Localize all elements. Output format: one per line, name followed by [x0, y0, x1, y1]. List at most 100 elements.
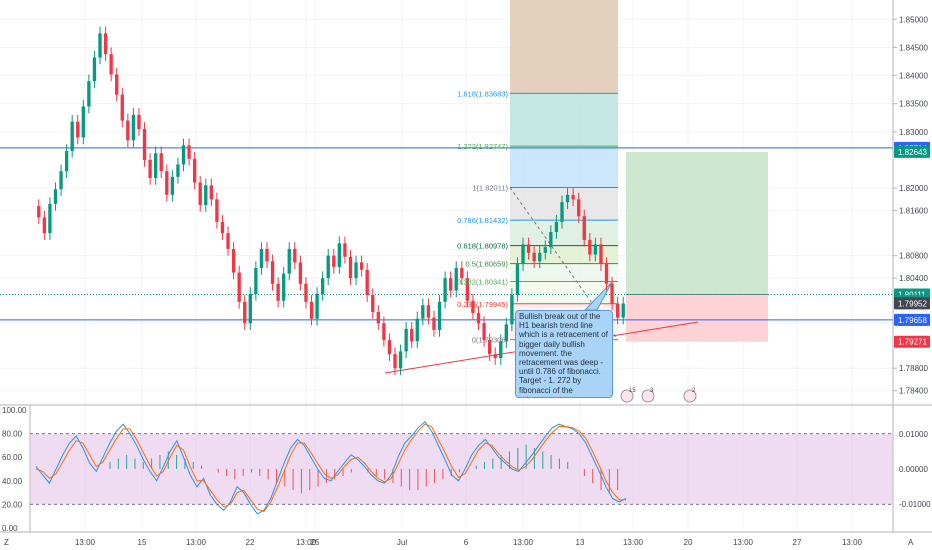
time-tick-label[interactable]: 13:00: [623, 538, 644, 547]
candle-body: [265, 248, 269, 262]
candle-body: [526, 244, 531, 253]
candle-body: [115, 74, 119, 95]
candle-body: [70, 121, 74, 151]
time-tick-label[interactable]: 15: [138, 538, 147, 547]
time-tick-label[interactable]: 13:00: [75, 538, 96, 547]
candle-body: [348, 256, 353, 279]
auto-scale-corner-label[interactable]: A: [908, 538, 914, 547]
candle-body: [443, 278, 447, 302]
price-tag-label: 1.79271: [898, 338, 927, 347]
time-tick-label[interactable]: 13:00: [296, 538, 317, 547]
candle-body: [81, 106, 85, 138]
candle-body: [309, 301, 314, 319]
candle-body: [64, 150, 69, 172]
fib-level-label: 0(1.79306): [472, 336, 509, 345]
timezone-corner-label[interactable]: Z: [4, 538, 9, 547]
time-tick-label[interactable]: 20: [684, 538, 693, 547]
price-tick-label[interactable]: 1.82000: [899, 184, 928, 193]
time-tick-label[interactable]: 22: [246, 538, 255, 547]
candle-body: [359, 262, 364, 270]
price-tag-bg: [894, 145, 930, 158]
price-tag-label: 1.80111: [898, 290, 926, 299]
price-tick-label[interactable]: 1.78400: [899, 387, 928, 396]
candle-body: [593, 244, 598, 255]
time-tick-label[interactable]: 27: [793, 538, 802, 547]
candle-body: [137, 114, 141, 130]
event-badge[interactable]: [620, 389, 634, 403]
candle-body: [170, 176, 175, 195]
long-position-profit-zone[interactable]: [626, 151, 768, 295]
osc-right-ticks: 0.01000 0.00000 -0.01000: [899, 430, 931, 509]
candle-body: [521, 244, 525, 265]
candle-body: [326, 255, 330, 279]
horizontal-lines[interactable]: [0, 147, 893, 321]
candle-body: [449, 278, 453, 291]
time-tick-label[interactable]: 13:00: [513, 538, 534, 547]
fib-level-label: 0.786(1.81432): [457, 216, 508, 225]
fib-diagonal: [509, 187, 619, 341]
fib-zone: [510, 263, 618, 282]
time-tick-label[interactable]: 25: [311, 538, 320, 547]
price-tick-label[interactable]: 1.84000: [899, 72, 928, 81]
candle-body: [538, 252, 542, 262]
price-tick-label[interactable]: 1.83000: [899, 128, 928, 137]
candle-body: [59, 171, 63, 190]
candle-body: [610, 283, 614, 304]
stoch-k-line: [35, 421, 627, 515]
annotation-callout[interactable]: Bullish break out of the H1 bearish tren…: [515, 310, 613, 398]
event-badge[interactable]: [641, 389, 655, 403]
price-tag-label: 1.79658: [898, 316, 927, 325]
fib-level-label: 1(1.82011): [472, 183, 508, 192]
price-tick-label[interactable]: 1.84500: [899, 43, 928, 52]
candle-body: [382, 323, 386, 341]
price-tag-bg: [894, 297, 930, 310]
candle-body: [354, 262, 358, 279]
time-tick-label[interactable]: Jul: [397, 538, 407, 547]
event-badges[interactable]: 15 3 2: [620, 388, 697, 403]
price-tick-label[interactable]: 1.85000: [899, 15, 928, 24]
price-tick-label[interactable]: 1.81600: [899, 207, 928, 216]
candle-body: [304, 283, 308, 302]
price-tag: 1.79658: [894, 313, 930, 326]
candle-body: [42, 217, 47, 234]
candle-body: [554, 221, 559, 233]
fib-level-label: 0.382(1.80341): [457, 277, 508, 286]
candle-body: [192, 158, 197, 183]
time-tick-label[interactable]: 6: [464, 538, 469, 547]
long-position-stop-zone[interactable]: [626, 294, 768, 342]
price-tick-label[interactable]: 1.83500: [899, 100, 928, 109]
event-badge-count: 15: [629, 388, 636, 394]
osc-left-tick-label: 20.00: [2, 500, 23, 509]
time-tick-label[interactable]: 13:00: [733, 538, 754, 547]
candle-body: [204, 185, 208, 205]
osc-left-tick-label: 60.00: [2, 453, 23, 462]
candle-body: [499, 341, 503, 359]
time-tick-label[interactable]: 13: [576, 538, 585, 547]
osc-left-tick-label: 40.00: [2, 477, 23, 486]
event-badge[interactable]: [683, 389, 697, 403]
price-tick-label[interactable]: 1.80400: [899, 274, 928, 283]
time-tick-label[interactable]: 13:00: [186, 538, 207, 547]
candle-body: [532, 252, 536, 262]
candle-body: [287, 248, 291, 274]
candle-body: [293, 248, 297, 263]
candle-body: [437, 301, 442, 330]
price-tick-label[interactable]: 1.80800: [899, 252, 928, 261]
candle-body: [415, 318, 419, 342]
candle-body: [148, 159, 152, 178]
price-tick-label[interactable]: 1.78800: [899, 364, 928, 373]
candle-body: [298, 262, 303, 284]
osc-left-tick-label: 100.00: [2, 406, 27, 415]
time-tick-label[interactable]: 13:00: [842, 538, 863, 547]
osc-left-tick-label: 80.00: [2, 430, 23, 439]
position-tool[interactable]: [626, 151, 768, 342]
candle-body: [398, 351, 403, 369]
candle-body: [159, 153, 163, 172]
candle-body: [460, 268, 464, 279]
price-tag: 1.79271: [894, 335, 930, 348]
osc-right-tick-label: -0.01000: [899, 500, 931, 509]
candle-body: [181, 145, 186, 165]
candle-body: [198, 182, 202, 205]
